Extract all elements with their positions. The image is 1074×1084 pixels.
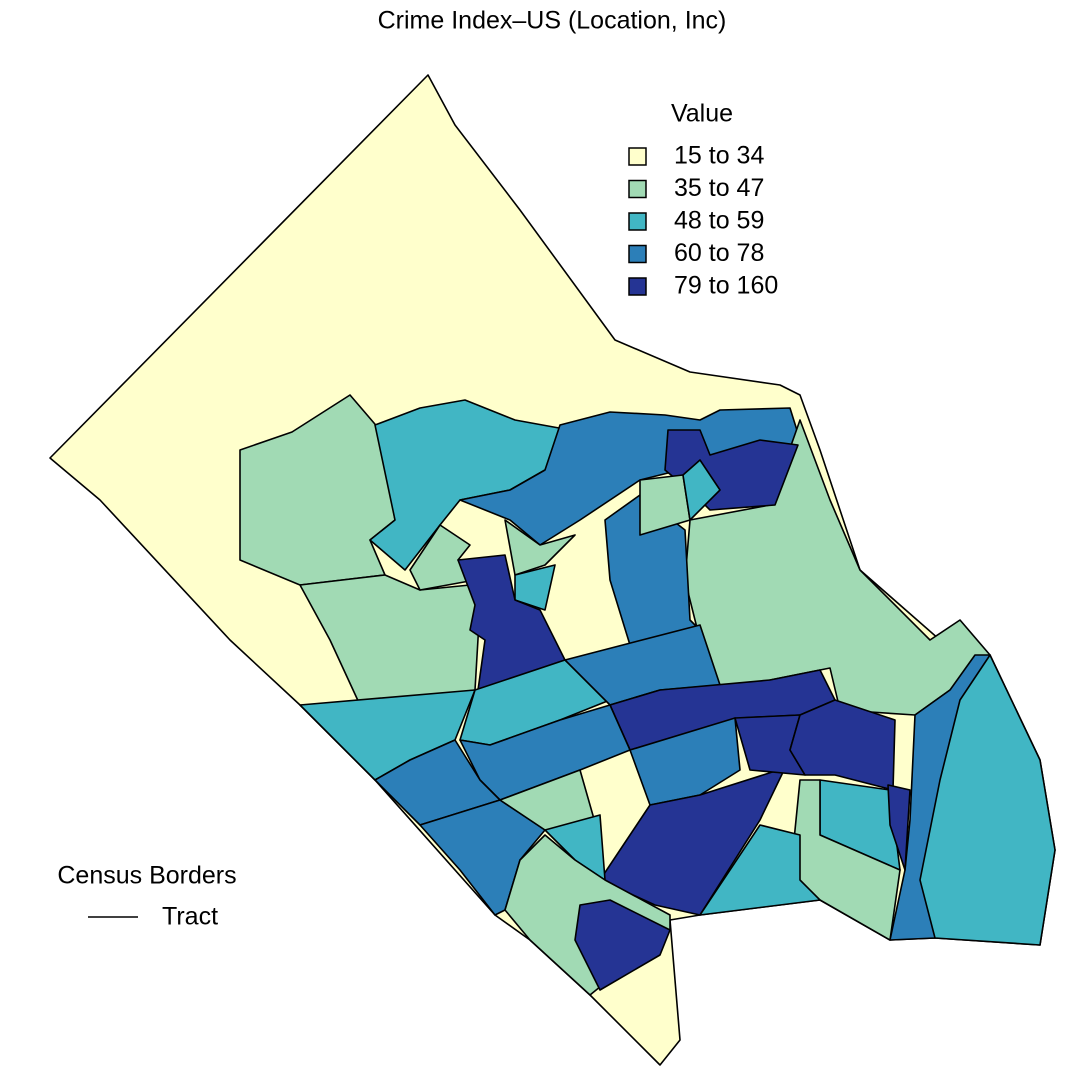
tract	[504, 519, 576, 576]
tracts	[49, 74, 1056, 1066]
legend-swatch	[628, 244, 647, 264]
legend-swatch	[628, 179, 647, 199]
legend-swatch	[628, 147, 647, 166]
legend-label: 60 to 78	[674, 239, 764, 267]
map-title: Crime Index–US (Location, Inc)	[378, 7, 727, 35]
tract	[919, 654, 1056, 946]
tract	[699, 824, 821, 916]
borders-legend-title: Census Borders	[57, 862, 236, 890]
legend-swatch	[628, 277, 647, 296]
legend-label: 79 to 160	[674, 272, 778, 300]
tract	[887, 784, 911, 871]
tract	[574, 899, 671, 991]
legend-label: 15 to 34	[674, 142, 764, 170]
legend-title: Value	[671, 100, 733, 128]
legend-label: 35 to 47	[674, 174, 764, 202]
borders-legend-label: Tract	[162, 903, 218, 931]
tract	[599, 767, 786, 916]
tract	[514, 564, 556, 611]
legend-swatch	[628, 212, 647, 231]
legend: 15 to 34 35 to 47 48 to 59 60 to 78 79 to 16…	[628, 142, 778, 300]
tract	[682, 459, 721, 521]
legend-label: 48 to 59	[674, 207, 764, 235]
tract	[789, 699, 896, 791]
tract	[629, 717, 741, 806]
